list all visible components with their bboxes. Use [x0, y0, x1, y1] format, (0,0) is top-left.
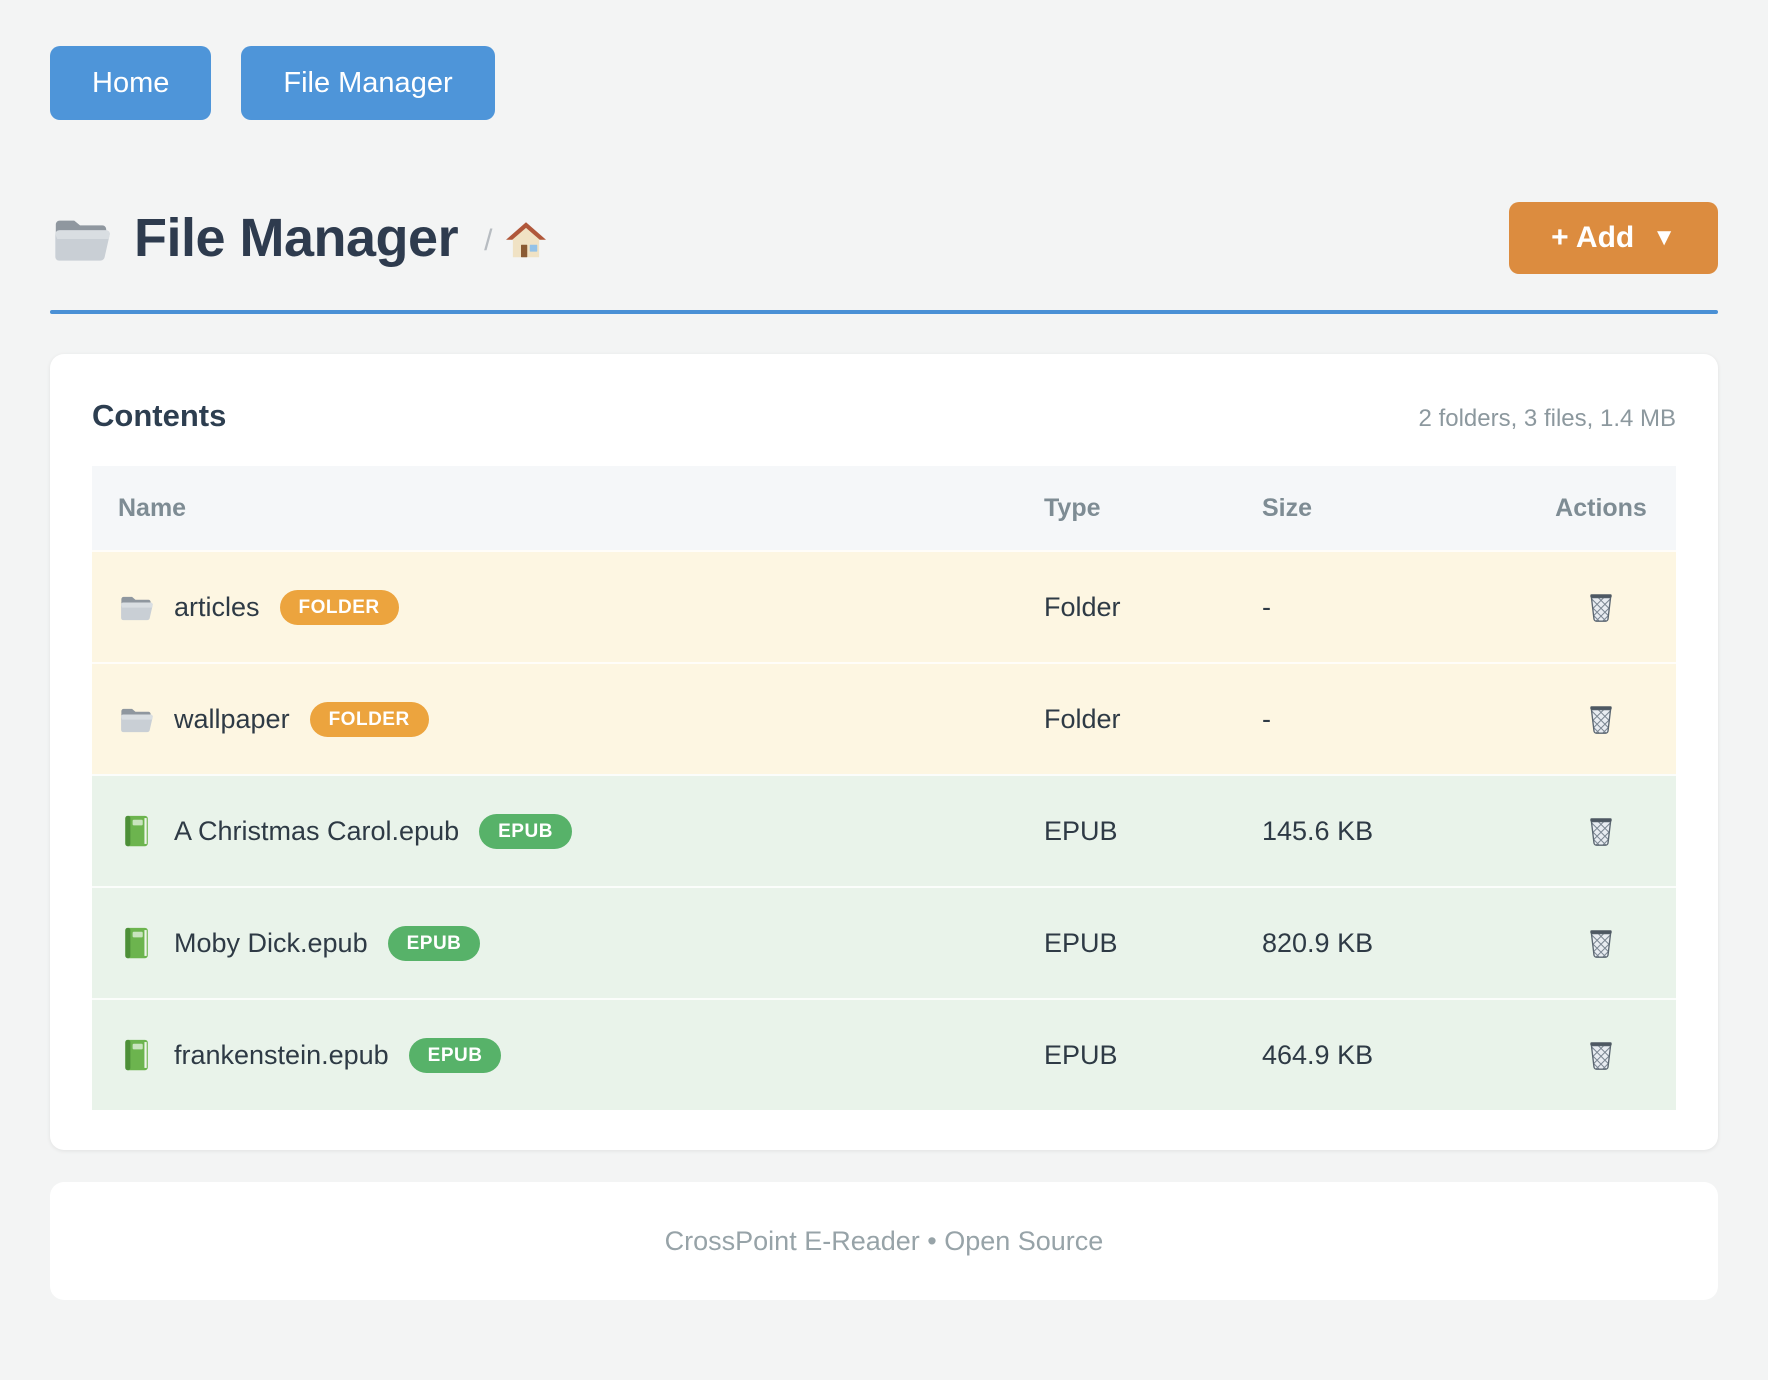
table-row: A Christmas Carol.epub EPUB EPUB 145.6 K…: [92, 774, 1676, 886]
caret-down-icon: ▼: [1652, 224, 1676, 251]
contents-heading: Contents: [92, 398, 227, 433]
delete-button[interactable]: [1579, 1031, 1623, 1077]
folder-badge: FOLDER: [309, 701, 429, 737]
folder-icon: [55, 220, 110, 261]
folder-icon: [121, 596, 153, 621]
folder-link[interactable]: wallpaper: [174, 703, 290, 734]
contents-card: Contents 2 folders, 3 files, 1.4 MB Name…: [50, 354, 1718, 1150]
size-cell: -: [1262, 703, 1271, 734]
file-link[interactable]: frankenstein.epub: [174, 1039, 389, 1070]
column-header-name: Name: [118, 493, 187, 522]
footer-text: CrossPoint E-Reader • Open Source: [664, 1225, 1104, 1256]
delete-button[interactable]: [1579, 583, 1623, 629]
page-title: File Manager: [134, 208, 459, 268]
footer: CrossPoint E-Reader • Open Source: [50, 1182, 1718, 1300]
green-book-icon: [125, 927, 148, 959]
header-divider: [50, 310, 1718, 314]
delete-button[interactable]: [1579, 695, 1623, 741]
page-header: File Manager / + Add ▼: [50, 202, 1718, 274]
green-book-icon: [125, 1039, 148, 1071]
wastebasket-icon: [1583, 699, 1619, 737]
folder-icon: [121, 708, 153, 733]
table-row: articles FOLDER Folder -: [92, 550, 1676, 662]
size-cell: 145.6 KB: [1262, 815, 1374, 846]
epub-badge: EPUB: [479, 813, 572, 849]
epub-badge: EPUB: [387, 925, 481, 961]
type-cell: EPUB: [1044, 815, 1118, 846]
type-cell: Folder: [1044, 703, 1121, 734]
delete-button[interactable]: [1579, 807, 1623, 853]
contents-summary: 2 folders, 3 files, 1.4 MB: [1418, 405, 1676, 432]
house-icon[interactable]: [506, 221, 547, 261]
type-cell: EPUB: [1044, 1039, 1118, 1070]
type-cell: EPUB: [1044, 927, 1118, 958]
file-manager-page: Home File Manager File Manager / + Add ▼…: [50, 46, 1718, 1300]
file-link[interactable]: Moby Dick.epub: [174, 927, 368, 958]
table-header-row: Name Type Size Actions: [92, 466, 1676, 550]
title-group: File Manager /: [50, 207, 547, 269]
table-row: wallpaper FOLDER Folder -: [92, 662, 1676, 774]
add-button-label: + Add: [1551, 221, 1635, 254]
epub-badge: EPUB: [408, 1037, 502, 1073]
top-nav: Home File Manager: [50, 46, 1718, 120]
add-button[interactable]: + Add ▼: [1509, 202, 1718, 274]
wastebasket-icon: [1583, 811, 1619, 849]
size-cell: 820.9 KB: [1262, 927, 1374, 958]
column-header-actions: Actions: [1555, 493, 1647, 522]
nav-home-button[interactable]: Home: [50, 46, 212, 120]
column-header-size: Size: [1262, 493, 1313, 522]
green-book-icon: [125, 815, 148, 847]
type-cell: Folder: [1044, 591, 1121, 622]
contents-card-header: Contents 2 folders, 3 files, 1.4 MB: [92, 398, 1676, 434]
size-cell: -: [1262, 591, 1271, 622]
wastebasket-icon: [1583, 587, 1619, 625]
folder-badge: FOLDER: [279, 589, 399, 625]
file-link[interactable]: A Christmas Carol.epub: [174, 815, 460, 846]
column-header-type: Type: [1044, 493, 1101, 522]
size-cell: 464.9 KB: [1262, 1039, 1374, 1070]
delete-button[interactable]: [1579, 919, 1623, 965]
wastebasket-icon: [1583, 923, 1619, 961]
folder-link[interactable]: articles: [174, 591, 260, 622]
table-row: Moby Dick.epub EPUB EPUB 820.9 KB: [92, 886, 1676, 998]
table-row: frankenstein.epub EPUB EPUB 464.9 KB: [92, 998, 1676, 1110]
wastebasket-icon: [1583, 1035, 1619, 1073]
breadcrumb-separator: /: [484, 224, 493, 257]
file-table: Name Type Size Actions articles FOLDER F…: [92, 466, 1676, 1110]
nav-file-manager-button[interactable]: File Manager: [241, 46, 495, 120]
